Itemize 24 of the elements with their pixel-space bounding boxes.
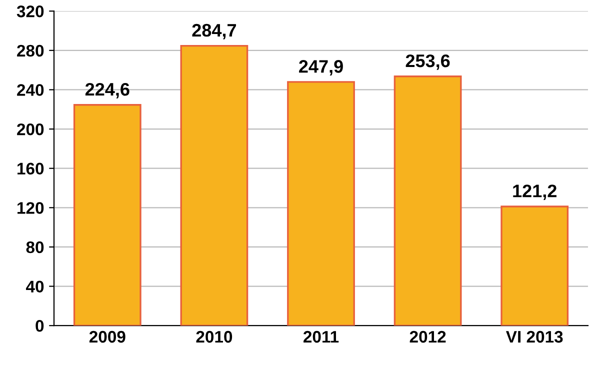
bar [73,104,142,326]
y-tick-label: 200 [17,123,44,136]
data-label: 224,6 [85,82,130,98]
y-tick-label: 40 [26,280,44,292]
y-tick-label: 120 [18,202,44,214]
x-tick-label: 2010 [196,330,232,343]
data-label: 121,2 [513,184,556,200]
data-label: 253,6 [406,54,450,70]
x-tick-label: 2011 [304,330,339,343]
y-tick-label: 0 [36,320,44,332]
y-tick-label: 240 [17,84,44,96]
bar [287,81,355,326]
x-tick-label: 2012 [410,330,446,343]
y-tick-label: 320 [16,6,44,18]
bar [500,206,569,326]
bar [394,76,462,326]
y-tick-label: 160 [18,162,44,175]
x-tick-label: 2009 [89,330,126,343]
data-label: 247,9 [299,60,343,76]
x-tick-label: VI 2013 [506,330,563,343]
y-tick-label: 80 [26,241,44,254]
data-label: 284,7 [192,24,236,40]
y-tick-label: 280 [17,44,44,57]
bar [180,44,248,326]
